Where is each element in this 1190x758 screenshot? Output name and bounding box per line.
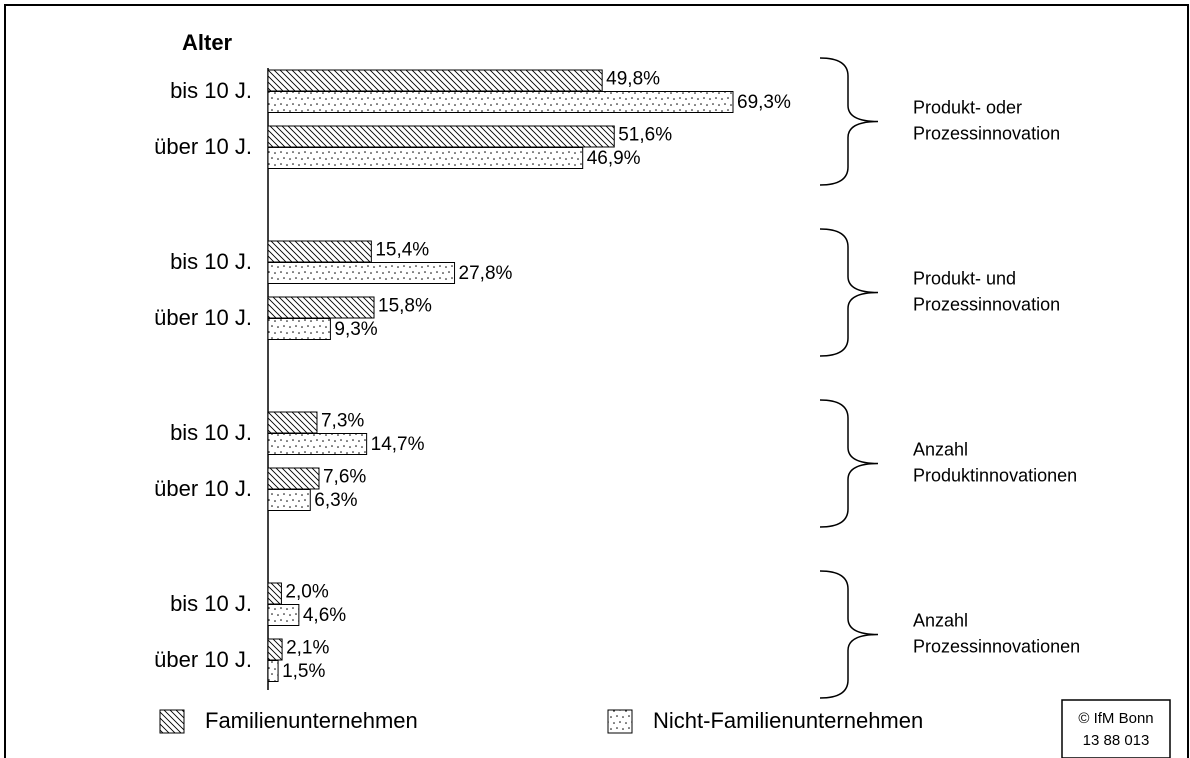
- legend-swatch: [159, 709, 185, 734]
- group-brace: [819, 570, 879, 699]
- bar: [267, 411, 318, 434]
- group-label: Produkt- oder: [913, 97, 1022, 117]
- bar: [267, 467, 320, 490]
- value-label: 15,4%: [375, 240, 429, 261]
- value-label: 1,5%: [282, 661, 325, 682]
- value-label: 51,6%: [618, 125, 672, 146]
- source: 13 88 013: [1083, 732, 1150, 749]
- value-label: 4,6%: [303, 605, 346, 626]
- category-label: bis 10 J.: [170, 420, 252, 445]
- value-label: 7,6%: [323, 467, 366, 488]
- category-label: bis 10 J.: [170, 78, 252, 103]
- group-label: Prozessinnovation: [913, 294, 1060, 314]
- category-label: über 10 J.: [154, 305, 252, 330]
- source: © IfM Bonn: [1078, 710, 1153, 727]
- bar: [267, 296, 375, 319]
- value-label: 9,3%: [334, 319, 377, 340]
- bar: [267, 433, 368, 455]
- bar: [267, 604, 300, 626]
- value-label: 27,8%: [459, 263, 513, 284]
- group-brace: [819, 399, 879, 528]
- legend-label: Nicht-Familienunternehmen: [653, 708, 923, 733]
- bar: [267, 147, 584, 169]
- source-box: [1061, 699, 1171, 758]
- axis-title: Alter: [182, 30, 233, 55]
- bar: [267, 125, 615, 148]
- group-brace: [819, 228, 879, 357]
- frame: [4, 4, 1189, 758]
- bar: [267, 582, 282, 605]
- value-label: 69,3%: [737, 92, 791, 113]
- group-label: Anzahl: [913, 439, 968, 459]
- group-label: Anzahl: [913, 610, 968, 630]
- bar: [267, 91, 734, 113]
- bar: [267, 262, 456, 284]
- bar: [267, 660, 279, 682]
- group-label: Prozessinnovation: [913, 123, 1060, 143]
- group-label: Prozessinnovationen: [913, 636, 1080, 656]
- value-label: 6,3%: [314, 490, 357, 511]
- legend-swatch: [607, 709, 633, 734]
- value-label: 7,3%: [321, 411, 364, 432]
- category-label: über 10 J.: [154, 476, 252, 501]
- value-label: 2,0%: [285, 582, 328, 603]
- category-label: über 10 J.: [154, 647, 252, 672]
- bar: [267, 69, 603, 92]
- bar: [267, 489, 311, 511]
- bar: [267, 240, 372, 263]
- category-label: bis 10 J.: [170, 591, 252, 616]
- value-label: 46,9%: [587, 148, 641, 169]
- category-label: über 10 J.: [154, 134, 252, 159]
- bar: [267, 318, 331, 340]
- value-label: 49,8%: [606, 69, 660, 90]
- category-label: bis 10 J.: [170, 249, 252, 274]
- value-label: 14,7%: [371, 434, 425, 455]
- value-label: 2,1%: [286, 638, 329, 659]
- group-label: Produktinnovationen: [913, 465, 1077, 485]
- bar: [267, 638, 283, 661]
- value-label: 15,8%: [378, 296, 432, 317]
- legend-label: Familienunternehmen: [205, 708, 418, 733]
- group-label: Produkt- und: [913, 268, 1016, 288]
- group-brace: [819, 57, 879, 186]
